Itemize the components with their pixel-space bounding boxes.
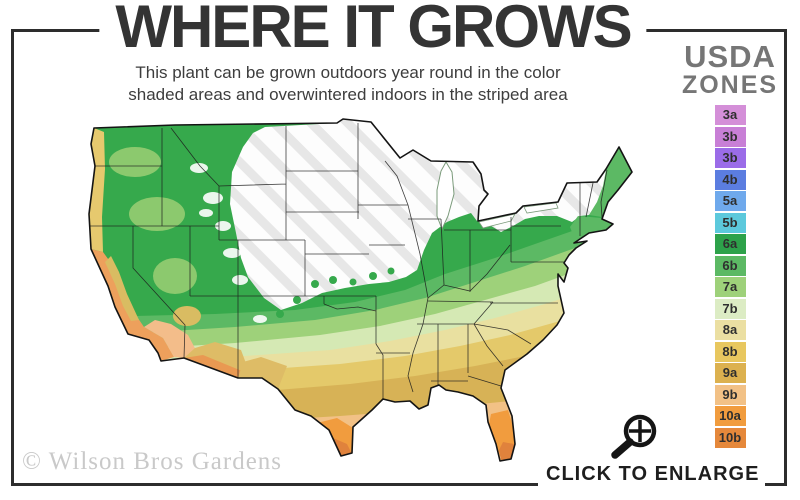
zone-southeast-oregon	[129, 197, 185, 231]
page-title: WHERE IT GROWS	[99, 0, 647, 60]
legend-chip-3a: 3a	[714, 105, 746, 125]
zone-arizona-border-orange	[184, 355, 242, 378]
state-borders	[89, 123, 608, 399]
usda-zone-map[interactable]	[75, 113, 655, 465]
zone-south-texas-tip	[331, 438, 352, 458]
legend-chip-7a: 7a	[714, 277, 746, 297]
legend-chip-5a: 5a	[714, 191, 746, 211]
zone-maine-coast-green	[589, 147, 632, 217]
legend-chip-6b: 6b	[714, 255, 746, 276]
legend-chips: 3a 3b 3b 4b 5a 5b 6a 6b 7a 7b 8a 8b 9a 9…	[666, 105, 794, 448]
green-mottle-dots	[276, 267, 395, 318]
zone-california-coast-orange	[91, 249, 174, 361]
legend-chip-3b: 3b	[714, 126, 746, 147]
legend-chip-7b: 7b	[714, 298, 746, 319]
zone-massachusetts-green	[570, 216, 612, 240]
legend-chip-10a: 10a	[714, 406, 746, 426]
us-outline	[88, 118, 633, 462]
zone-eastern-washington	[109, 147, 161, 177]
legend-chip-8a: 8a	[714, 320, 746, 340]
zone-new-mexico-gold	[238, 357, 287, 389]
legend-chip-9b: 9b	[714, 384, 746, 405]
watermark: © Wilson Bros Gardens	[22, 448, 283, 475]
lake-michigan	[436, 161, 455, 231]
legend-heading-zones: ZONES	[681, 71, 779, 99]
usda-zones-legend: USDA ZONES 3a 3b 3b 4b 5a 5b 6a 6b 7a 7b…	[666, 39, 794, 449]
subtitle-line1: This plant can be grown outdoors year ro…	[135, 63, 561, 82]
legend-chip-3b-2: 3b	[714, 148, 746, 168]
subtitle: This plant can be grown outdoors year ro…	[38, 62, 658, 107]
legend-chip-10b: 10b	[714, 427, 746, 448]
zone-socal-peach	[144, 320, 197, 358]
zone-central-valley-gold	[105, 256, 139, 321]
legend-chip-4b: 4b	[714, 169, 746, 190]
zone-striped-overwinter-region	[230, 119, 632, 310]
legend-chip-9a: 9a	[714, 363, 746, 383]
legend-chip-5b: 5b	[714, 212, 746, 233]
click-to-enlarge-button[interactable]: CLICK TO ENLARGE	[538, 461, 766, 492]
usda-zone-map-svg	[88, 118, 633, 462]
zone-nevada-basin	[153, 258, 197, 294]
magnifier-plus-icon[interactable]	[600, 407, 662, 461]
subtitle-line2: shaded areas and overwintered indoors in…	[128, 85, 568, 105]
zone-south-nevada-gold	[173, 306, 201, 326]
legend-chip-8b: 8b	[714, 341, 746, 362]
legend-heading-usda: USDA	[684, 39, 776, 74]
legend-chip-6a: 6a	[714, 234, 746, 254]
lake-ontario	[523, 202, 559, 214]
zone-florida-tip	[499, 442, 514, 460]
map-fill-layers	[89, 119, 632, 461]
